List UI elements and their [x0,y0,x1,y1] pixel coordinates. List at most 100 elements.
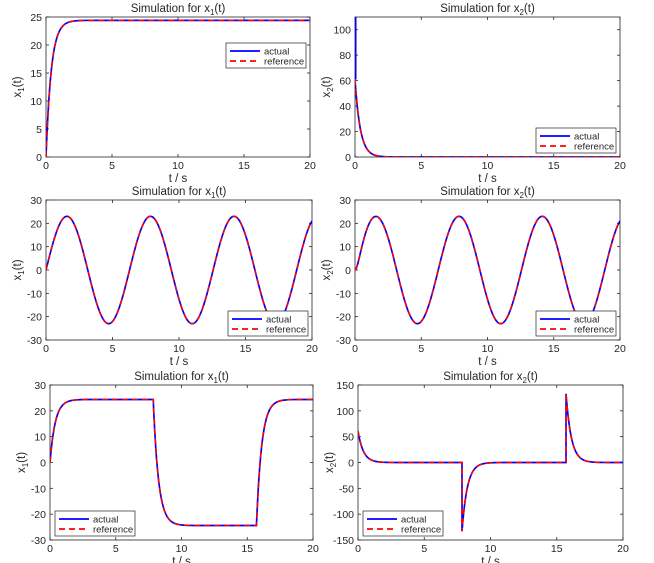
x-tick-label: 0 [43,160,49,172]
x-tick-label: 20 [304,160,316,172]
chart-title: Simulation for x1(t) [132,186,227,200]
x-tick-label: 15 [548,343,560,355]
x-tick-label: 0 [352,160,358,172]
y-tick-label: 15 [30,68,42,80]
x-tick-label: 10 [485,543,497,555]
chart-panel-r3c1: 0 5 10 15 20 -30 -20 -10 0 10 20 30 Simulation for x… [16,371,319,563]
x-tick-label: 0 [47,543,53,555]
chart-panel-r3c2: 0 5 10 15 20 -150 -100 -50 0 50 100 150 Simulation f… [324,371,629,563]
y-tick-label: 100 [333,25,351,37]
y-tick-label: 30 [30,195,42,207]
y-tick-label: 10 [34,432,46,444]
series-line-reference [50,398,313,527]
legend-label-reference: reference [574,325,614,336]
x-tick-label: 5 [113,543,119,555]
y-axis-label: x2(t) [324,452,338,473]
y-tick-label: -150 [333,535,354,547]
x-axis-label: t / s [169,173,188,185]
legend-label-actual: actual [264,47,289,58]
y-tick-label: 40 [339,101,351,113]
x-tick-label: 10 [482,160,494,172]
x-tick-label: 20 [614,160,626,172]
y-tick-label: 20 [30,40,42,52]
legend-box [225,42,307,69]
chart-panel-r1c2: 0 5 10 15 20 0 20 40 60 80 100 Simulation for x2(t)… [321,3,626,185]
x-tick-label: 20 [307,543,319,555]
y-tick-label: 0 [345,152,351,164]
y-tick-label: 20 [339,127,351,139]
series-line-reference [355,79,620,157]
x-axis-label: t / s [481,556,500,563]
x-tick-label: 0 [352,343,358,355]
y-tick-label: 0 [348,458,354,470]
legend-box [54,510,136,537]
x-tick-label: 20 [617,543,629,555]
chart-panel-r2c1: 0 5 10 15 20 -30 -20 -10 0 10 20 30 Simulation for x… [12,186,318,368]
y-tick-label: -30 [27,335,42,347]
x-tick-label: 0 [355,543,361,555]
x-tick-label: 20 [306,343,318,355]
y-tick-label: 150 [336,380,354,392]
legend-box [535,310,617,337]
series-line-reference [358,393,623,532]
y-tick-label: -20 [31,509,46,521]
y-tick-label: 30 [34,380,46,392]
legend-label-actual: actual [401,515,426,526]
y-tick-label: -10 [336,288,351,300]
y-tick-label: -10 [27,288,42,300]
y-axis-label: x1(t) [12,259,26,280]
y-tick-label: 10 [30,242,42,254]
y-tick-label: 0 [36,152,42,164]
legend-label-actual: actual [93,515,118,526]
y-tick-label: -10 [31,483,46,495]
x-axis-label: t / s [170,356,189,368]
y-tick-label: 10 [30,96,42,108]
y-tick-label: -20 [27,312,42,324]
legend-box [535,127,617,154]
y-axis-label: x1(t) [12,76,26,97]
x-tick-label: 10 [176,543,188,555]
x-tick-label: 5 [418,343,424,355]
legend-label-actual: actual [266,315,291,326]
x-axis-label: t / s [478,356,497,368]
legend-label-reference: reference [93,525,133,536]
legend-label-reference: reference [574,142,614,153]
x-tick-label: 0 [43,343,49,355]
chart-title: Simulation for x1(t) [131,3,226,17]
legend-box [227,310,309,337]
legend-label-reference: reference [264,57,304,68]
x-tick-label: 5 [109,160,115,172]
legend-label-actual: actual [574,315,599,326]
y-tick-label: 25 [30,12,42,24]
x-tick-label: 10 [173,343,185,355]
y-tick-label: -30 [31,535,46,547]
series-line-reference [46,19,310,157]
y-tick-label: -100 [333,509,354,521]
y-tick-label: 0 [345,265,351,277]
y-tick-label: 20 [339,218,351,230]
x-axis-label: t / s [478,173,497,185]
axes-frame [45,16,311,158]
chart-panel-r2c2: 0 5 10 15 20 -30 -20 -10 0 10 20 30 Simulation for x… [321,186,626,368]
y-tick-label: 0 [40,458,46,470]
x-tick-label: 20 [614,343,626,355]
chart-title: Simulation for x1(t) [134,371,229,385]
y-tick-label: -30 [336,335,351,347]
x-tick-label: 5 [421,543,427,555]
y-tick-label: 60 [339,76,351,88]
chart-panel-r1c1: 0 5 10 15 20 0 5 10 15 20 25 Simulation for x1(t) t … [12,3,316,185]
y-tick-label: 20 [30,218,42,230]
legend-label-reference: reference [401,525,441,536]
y-tick-label: 100 [336,406,354,418]
legend-label-actual: actual [574,132,599,143]
chart-title: Simulation for x2(t) [443,371,538,385]
series-line-reference [46,215,312,325]
x-tick-label: 15 [241,543,253,555]
y-tick-label: -50 [339,483,354,495]
